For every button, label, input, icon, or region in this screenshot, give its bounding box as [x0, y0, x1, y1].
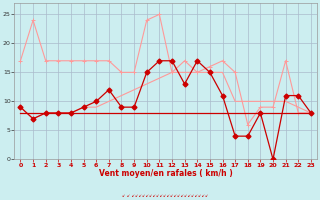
X-axis label: Vent moyen/en rafales ( km/h ): Vent moyen/en rafales ( km/h ) — [99, 169, 233, 178]
Text: ↙ ↙ ↙↙↙↙↙↙↙↙↙↙↙↙↙↙↙↙↙↙↙↙↙↙: ↙ ↙ ↙↙↙↙↙↙↙↙↙↙↙↙↙↙↙↙↙↙↙↙↙↙ — [123, 194, 209, 198]
